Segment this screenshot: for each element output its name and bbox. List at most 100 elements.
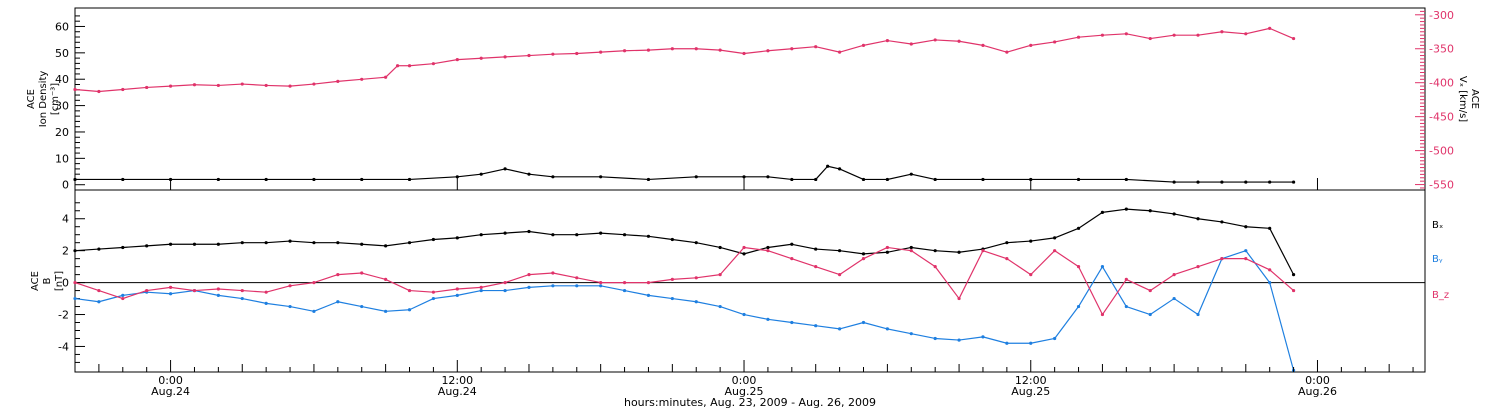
left-axis-title-line2: Ion Density: [38, 71, 49, 128]
series-segment: [194, 288, 219, 292]
x-tick-day: Aug.25: [1011, 385, 1050, 398]
x-tick-time: 0:00: [158, 374, 183, 387]
series-segment: [457, 57, 482, 61]
series-segment: [958, 250, 984, 299]
series-segment: [337, 301, 362, 308]
series-segment: [98, 294, 123, 303]
left-tick-label: 50: [55, 47, 69, 60]
series-segment: [218, 288, 243, 292]
series-segment: [600, 285, 625, 292]
series-segment: [720, 49, 745, 55]
data-point: [599, 231, 603, 235]
series-segment: [743, 50, 768, 55]
series-segment: [1245, 258, 1270, 271]
x-tick-time: 0:00: [1305, 374, 1330, 387]
series-segment: [839, 250, 864, 255]
series-segment: [648, 235, 673, 241]
series-segment: [982, 336, 1008, 344]
top-panel-frame: [74, 7, 1426, 191]
series-segment: [1030, 41, 1055, 46]
series-segment: [218, 242, 243, 245]
series-segment: [481, 282, 506, 288]
series-segment: [218, 294, 243, 300]
bottom-panel-frame: [74, 189, 1426, 373]
series-segment: [863, 246, 888, 260]
series-segment: [98, 88, 123, 93]
series-segment: [1054, 36, 1079, 43]
series-segment: [791, 258, 816, 268]
y-tick-label: -2: [58, 309, 69, 322]
series-segment: [313, 274, 339, 284]
series-segment: [433, 237, 458, 241]
series-segment: [361, 305, 386, 312]
series-segment: [982, 44, 1008, 53]
series-segment: [385, 278, 410, 292]
series-segment: [74, 248, 99, 252]
series-segment: [1078, 266, 1103, 307]
series-segment: [1197, 258, 1223, 268]
right-axis-title-line1: ACE: [1469, 89, 1480, 109]
series-segment: [672, 238, 697, 244]
series-segment: [911, 333, 936, 340]
series-segment: [887, 246, 912, 252]
series-segment: [648, 294, 673, 300]
series-segment: [122, 245, 147, 249]
series-segment: [218, 83, 243, 87]
series-segment: [289, 282, 315, 287]
series-segment: [648, 176, 697, 181]
series-segment: [481, 168, 506, 175]
series-segment: [1030, 337, 1055, 344]
series-segment: [1030, 250, 1056, 276]
series-segment: [409, 238, 434, 244]
series-segment: [1030, 237, 1055, 242]
x-tick-day: Aug.24: [438, 385, 477, 398]
series-segment: [242, 297, 267, 304]
series-segment: [1221, 221, 1246, 228]
series-segment: [433, 59, 458, 65]
series-segment: [1150, 210, 1175, 215]
series-segment: [1245, 250, 1271, 283]
series-segment: [1245, 226, 1270, 229]
y-tick-label: 4: [62, 213, 69, 226]
series-segment: [409, 298, 434, 311]
series-segment: [74, 282, 100, 292]
x-axis-title: hours:minutes, Aug. 23, 2009 - Aug. 26, …: [624, 396, 876, 409]
series-segment: [170, 289, 195, 295]
series-segment: [600, 232, 625, 236]
series-segment: [1221, 250, 1246, 260]
series-segment: [863, 40, 888, 46]
series-segment: [815, 46, 840, 53]
series-segment: [242, 83, 267, 87]
series-segment: [696, 301, 721, 308]
series-segment: [815, 325, 840, 330]
series-segment: [1269, 269, 1294, 292]
series-segment: [552, 52, 577, 55]
series-segment: [1126, 208, 1151, 212]
series-segment: [1078, 211, 1103, 229]
series-segment: [98, 246, 123, 250]
series-segment: [361, 76, 386, 80]
series-segment: [528, 272, 553, 276]
series-segment: [242, 289, 267, 293]
series-segment: [266, 240, 291, 244]
legend-entry: Bᵧ: [1432, 254, 1443, 265]
series-segment: [624, 234, 649, 237]
series-segment: [827, 165, 840, 170]
series-segment: [624, 289, 649, 296]
series-segment: [457, 289, 482, 296]
series-segment: [1054, 306, 1080, 339]
left-axis-title: ACE Ion Density [cm⁻³]: [26, 71, 61, 128]
right-tick-label: -400: [1429, 77, 1454, 90]
series-segment: [672, 297, 697, 303]
series-segment: [719, 247, 745, 276]
series-segment: [911, 173, 936, 181]
series-segment: [767, 243, 792, 249]
series-segment: [457, 286, 482, 290]
series-segment: [1245, 27, 1270, 35]
series-segment: [791, 46, 816, 50]
series-segment: [1126, 178, 1175, 183]
left-tick-label: 30: [55, 100, 69, 113]
series-segment: [194, 84, 219, 87]
